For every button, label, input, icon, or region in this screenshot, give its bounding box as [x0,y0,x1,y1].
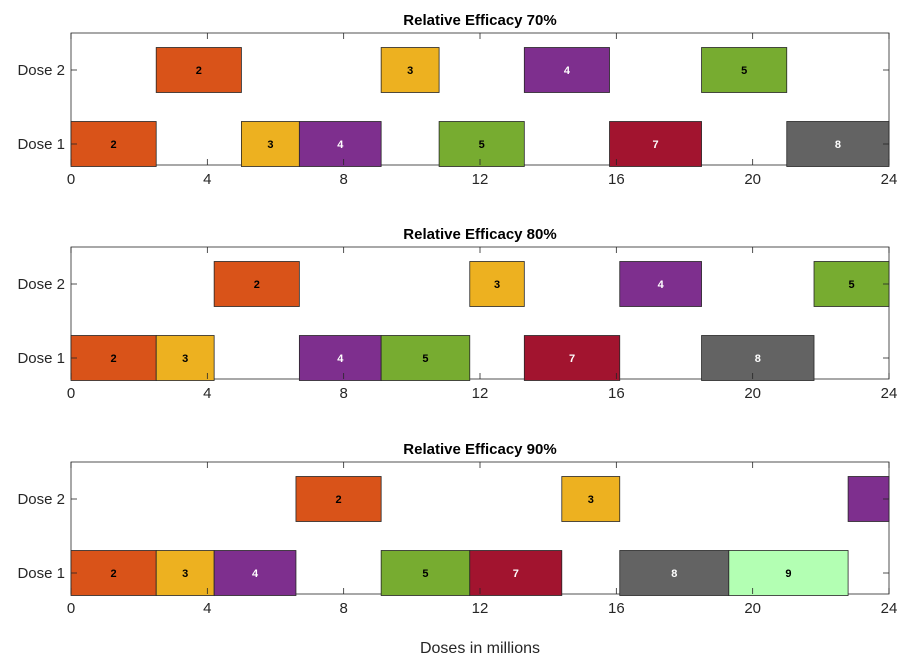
x-tick-label: 12 [472,600,489,617]
bar-label: 4 [337,139,344,151]
x-tick-label: 8 [339,171,347,188]
bar-segment [241,121,300,167]
bar-label: 3 [267,139,273,151]
bar-segment [847,476,890,522]
bar-label: 2 [196,65,202,77]
bar-segment [295,476,382,522]
bar-segment [298,121,382,167]
bar-segment [469,550,563,596]
x-tick-label: 0 [67,171,75,188]
bar-label: 4 [252,568,259,580]
bar-segment [213,550,297,596]
x-tick-label: 4 [203,385,211,402]
x-tick-label: 20 [744,385,761,402]
x-tick-label: 12 [472,171,489,188]
bar-label: 5 [422,568,428,580]
bar-segment [701,47,788,93]
bar-segment [155,550,215,596]
bar-label: 4 [658,279,665,291]
bar-label: 2 [111,139,117,151]
x-tick-label: 16 [608,600,625,617]
bar-label: 5 [741,65,747,77]
bar-label: 8 [671,568,677,580]
bar-label: 3 [182,353,188,365]
x-tick-label: 16 [608,171,625,188]
panel-title: Relative Efficacy 70% [403,12,556,29]
bar-segment [728,550,849,596]
x-tick-label: 24 [881,600,898,617]
category-label: Dose 2 [17,276,65,293]
x-axis-label: Doses in millions [420,640,540,657]
bar-segment [438,121,525,167]
bar-segment [609,121,702,167]
bar-label: 3 [182,568,188,580]
bar-label: 4 [564,65,571,77]
bar-segment [70,121,157,167]
bar-label: 8 [755,353,761,365]
category-label: Dose 1 [17,350,65,367]
category-label: Dose 2 [17,491,65,508]
bar-segment [619,261,702,307]
bar-segment [813,261,890,307]
bar-segment [561,476,621,522]
bar-segment [469,261,525,307]
bar-label: 5 [848,279,854,291]
category-label: Dose 1 [17,565,65,582]
bar-segment [701,335,815,381]
bar-label: 4 [337,353,344,365]
bar-label: 2 [254,279,260,291]
x-tick-label: 20 [744,600,761,617]
x-tick-label: 4 [203,600,211,617]
x-tick-label: 24 [881,171,898,188]
bar-label: 2 [335,494,341,506]
bar-label: 3 [494,279,500,291]
bar-segment [380,335,471,381]
bar-segment [523,335,621,381]
bar-label: 7 [513,568,519,580]
bar-segment [298,335,382,381]
x-tick-label: 8 [339,600,347,617]
bar-segment [213,261,300,307]
bar-label: 8 [835,139,841,151]
x-tick-label: 0 [67,600,75,617]
bar-label: 5 [479,139,485,151]
bar-label: 9 [785,568,791,580]
bar-segment [523,47,610,93]
category-label: Dose 2 [17,62,65,79]
bar-label: 3 [407,65,413,77]
category-label: Dose 1 [17,136,65,153]
x-tick-label: 8 [339,385,347,402]
bar-segment [380,550,471,596]
bar-label: 2 [111,353,117,365]
bar-label: 5 [422,353,428,365]
x-tick-label: 12 [472,385,489,402]
bar-label: 7 [652,139,658,151]
bar-segment [70,335,157,381]
x-tick-label: 20 [744,171,761,188]
bar-segment [619,550,730,596]
bar-label: 3 [588,494,594,506]
x-tick-label: 24 [881,385,898,402]
bar-segment [155,47,242,93]
x-tick-label: 4 [203,171,211,188]
bar-segment [380,47,440,93]
x-tick-label: 16 [608,385,625,402]
panel-title: Relative Efficacy 90% [403,441,556,458]
bar-label: 2 [111,568,117,580]
x-tick-label: 0 [67,385,75,402]
bar-segment [155,335,215,381]
bar-segment [786,121,890,167]
bar-label: 7 [569,353,575,365]
panel-title: Relative Efficacy 80% [403,226,556,243]
